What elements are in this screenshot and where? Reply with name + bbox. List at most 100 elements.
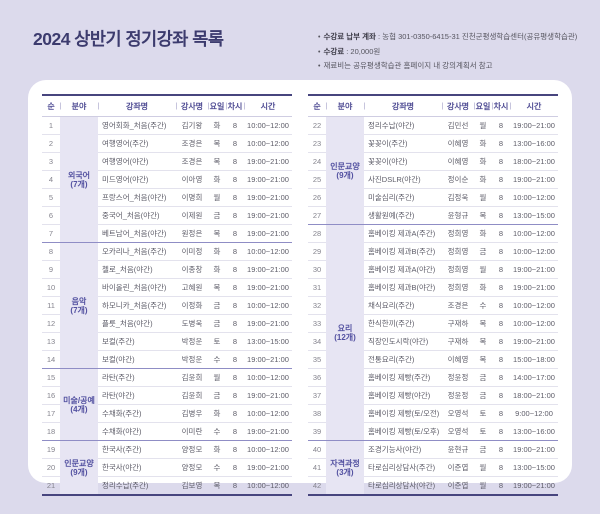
course-list-card: 순 분야 강좌명 강사명 요일 차시 시간 1 외국어 (7개) 영어회화_처음(주간) 김기왕 화 8 1…: [28, 80, 572, 496]
cell-sessions: 8: [492, 170, 510, 189]
cell-course: 타로심리상담사(야간): [364, 476, 442, 495]
cell-time: 18:00~21:00: [510, 152, 558, 171]
cell-time: 10:00~12:00: [244, 134, 292, 153]
cell-time: 10:00~12:00: [244, 404, 292, 423]
cell-day: 목: [208, 224, 226, 243]
cell-day: 목: [474, 350, 492, 369]
cell-day: 금: [474, 242, 492, 261]
note-value: 재료비는 공유평생학습관 홈페이지 내 강의계획서 참고: [323, 61, 493, 70]
table-row: 3 여행영어(야간) 조경은 목 8 19:00~21:00: [42, 152, 292, 171]
cell-no: 36: [308, 368, 326, 387]
cell-time: 19:00~21:00: [244, 152, 292, 171]
cell-sessions: 8: [226, 116, 244, 135]
cell-instructor: 오영석: [442, 422, 474, 441]
page-title: 2024 상반기 정기강좌 목록: [33, 29, 224, 49]
cell-instructor: 윤현규: [442, 440, 474, 459]
col-header-course: 강좌명: [364, 95, 442, 117]
cell-time: 19:00~21:00: [244, 350, 292, 369]
cell-day: 화: [474, 170, 492, 189]
cell-sessions: 8: [226, 296, 244, 315]
cell-course: 꽃꽂이(야간): [364, 152, 442, 171]
cell-sessions: 8: [226, 278, 244, 297]
cell-instructor: 양정모: [176, 458, 208, 477]
cell-day: 금: [208, 206, 226, 225]
cell-course: 플룻_처음(야간): [98, 314, 176, 333]
cell-no: 37: [308, 386, 326, 405]
cell-course: 영어회화_처음(주간): [98, 116, 176, 135]
table-row: 23 꽃꽂이(주간) 이혜영 화 8 13:00~16:00: [308, 134, 558, 153]
cell-time: 10:00~12:00: [510, 314, 558, 333]
cell-sessions: 8: [226, 368, 244, 387]
table-row: 20 한국사(야간) 양정모 수 8 19:00~21:00: [42, 458, 292, 477]
table-row: 22 인문교양 (9개) 정리수납(야간) 김민선 월 8 19:00~21:00: [308, 116, 558, 225]
cell-category: 요리 (12개): [326, 224, 364, 441]
cell-course: 홈베이킹 제과A(주간): [364, 224, 442, 243]
cell-course: 여행영어(주간): [98, 134, 176, 153]
cell-instructor: 윤형규: [442, 206, 474, 225]
notes-block: • 수강료 납부 계좌 : 농협 301-0350-6415-31 진천군평생학습…: [318, 30, 590, 74]
table-row: 2 여행영어(주간) 조경은 목 8 10:00~12:00: [42, 134, 292, 153]
cell-category: 외국어 (7개): [60, 116, 98, 243]
cell-sessions: 8: [492, 260, 510, 279]
cell-course: 타로심리상담사(주간): [364, 458, 442, 477]
cell-sessions: 8: [226, 458, 244, 477]
cell-sessions: 8: [226, 422, 244, 441]
table-row: 9 첼로_처음(야간) 이종창 화 8 19:00~21:00: [42, 260, 292, 279]
cell-instructor: 이혜영: [442, 350, 474, 369]
cell-time: 10:00~12:00: [244, 476, 292, 495]
table-row: 26 미술심리(주간) 김정욱 월 8 10:00~12:00: [308, 188, 558, 207]
cell-day: 목: [208, 134, 226, 153]
cell-day: 금: [474, 440, 492, 459]
cell-course: 바이올린_처음(야간): [98, 278, 176, 297]
table-row: 19 인문교양 (9개) 한국사(주간) 양정모 화 8 10:00~12:00: [42, 440, 292, 495]
cell-day: 금: [474, 368, 492, 387]
note-separator: :: [344, 46, 351, 56]
cell-day: 월: [474, 476, 492, 495]
table-row: 12 플룻_처음(야간) 도병욱 금 8 19:00~21:00: [42, 314, 292, 333]
cell-sessions: 8: [226, 260, 244, 279]
cell-no: 24: [308, 152, 326, 171]
cell-course: 하모니카_처음(주간): [98, 296, 176, 315]
note-line: • 수강료 납부 계좌 : 농협 301-0350-6415-31 진천군평생학습…: [318, 30, 590, 45]
cell-course: 한식한끼(주간): [364, 314, 442, 333]
cell-course: 한국사(야간): [98, 458, 176, 477]
col-header-no: 순: [308, 95, 326, 117]
cell-no: 18: [42, 422, 60, 441]
cell-time: 19:00~21:00: [244, 224, 292, 243]
cell-instructor: 이준엽: [442, 476, 474, 495]
cell-day: 토: [474, 404, 492, 423]
cell-day: 금: [208, 296, 226, 315]
table-row: 41 타로심리상담사(주간) 이준엽 월 8 13:00~15:00: [308, 458, 558, 477]
cell-instructor: 박정운: [176, 350, 208, 369]
cell-time: 10:00~12:00: [244, 242, 292, 261]
cell-instructor: 정희영: [442, 224, 474, 243]
cell-time: 10:00~12:00: [244, 368, 292, 387]
cell-instructor: 정희영: [442, 278, 474, 297]
cell-time: 19:00~21:00: [244, 188, 292, 207]
table-row: 15 미술/공예 (4개) 라탄(주간) 김윤희 월 8 10:00~12:00: [42, 368, 292, 441]
course-table-right: 순 분야 강좌명 강사명 요일 차시 시간 22 인문교양 (9개) 정리수납(야간) 김민선 월 8 19…: [308, 94, 558, 496]
cell-course: 수채화(야간): [98, 422, 176, 441]
cell-day: 화: [208, 260, 226, 279]
cell-course: 홈베이킹 제빵(토/오전): [364, 404, 442, 423]
cell-sessions: 8: [492, 296, 510, 315]
cell-instructor: 고혜원: [176, 278, 208, 297]
cell-day: 화: [474, 224, 492, 243]
table-row: 35 전통요리(주간) 이혜영 목 8 15:00~18:00: [308, 350, 558, 369]
cell-instructor: 이미정: [176, 242, 208, 261]
cell-course: 홈베이킹 제빵(야간): [364, 386, 442, 405]
col-header-time: 시간: [510, 95, 558, 117]
cell-course: 정리수납(주간): [98, 476, 176, 495]
cell-sessions: 8: [226, 188, 244, 207]
cell-day: 월: [474, 188, 492, 207]
cell-day: 금: [208, 386, 226, 405]
cell-no: 5: [42, 188, 60, 207]
cell-no: 30: [308, 260, 326, 279]
cell-day: 화: [208, 440, 226, 459]
cell-sessions: 8: [492, 368, 510, 387]
cell-sessions: 8: [492, 152, 510, 171]
cell-sessions: 8: [226, 404, 244, 423]
cell-no: 28: [308, 224, 326, 243]
cell-instructor: 이준엽: [442, 458, 474, 477]
cell-instructor: 이혜영: [442, 134, 474, 153]
